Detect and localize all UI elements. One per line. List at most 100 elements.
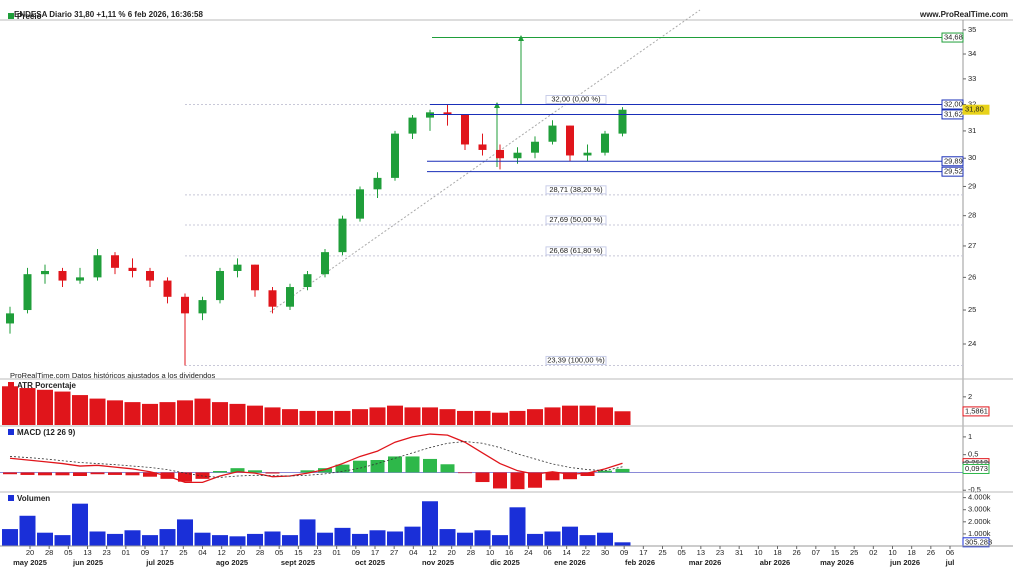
histogram-bar (265, 472, 280, 474)
y-tick-label: 1.000k (968, 529, 991, 538)
bar (509, 410, 526, 425)
x-month-label: oct 2025 (355, 558, 385, 567)
fibonacci-label: 32,00 (0,00 %) (551, 94, 601, 103)
x-day-label: 16 (505, 548, 513, 557)
y-tick-label: 26 (968, 272, 976, 281)
bar (474, 530, 491, 546)
bar (369, 407, 386, 425)
x-day-label: 09 (620, 548, 628, 557)
trendline (269, 9, 701, 313)
candle-body (146, 270, 154, 281)
panel-title: ATR Porcentaje (17, 381, 77, 390)
candle-body (496, 149, 504, 159)
fibonacci-label: 26,68 (61,80 %) (549, 246, 603, 255)
bar (54, 535, 71, 546)
x-day-label: 17 (639, 548, 647, 557)
level-tag (941, 156, 964, 167)
y-tick-label: 1 (968, 432, 972, 441)
bar (282, 409, 298, 425)
candle-body (443, 112, 452, 115)
histogram-bar (528, 472, 542, 488)
candle-body (513, 152, 522, 159)
candle-body (461, 114, 469, 145)
level-tag (962, 406, 990, 417)
panel-icon (8, 382, 14, 388)
candle-body (286, 287, 294, 307)
x-day-label: 12 (217, 548, 225, 557)
histogram-bar (108, 472, 122, 475)
histogram-bar (423, 458, 437, 473)
histogram-bar (563, 472, 577, 480)
y-tick-label: 28 (968, 211, 976, 220)
histogram-bar (335, 464, 350, 473)
bar (597, 532, 613, 546)
x-day-label: 28 (256, 548, 264, 557)
x-day-label: 01 (122, 548, 130, 557)
bar (457, 410, 473, 425)
panel-icon (8, 429, 14, 435)
y-tick-label: 29 (968, 181, 976, 190)
bar (247, 405, 263, 425)
y-tick-label: 34 (968, 49, 976, 58)
x-day-label: 06 (543, 548, 551, 557)
y-tick-label: 27 (968, 241, 976, 250)
bar (194, 532, 211, 546)
x-day-label: 28 (45, 548, 53, 557)
candle-body (181, 296, 189, 314)
level-tag (962, 537, 990, 548)
x-day-label: 24 (524, 548, 532, 557)
candle-body (531, 141, 539, 153)
y-tick-label: 24 (968, 339, 976, 348)
candle-body (268, 290, 277, 307)
bar (19, 515, 36, 546)
x-day-label: 17 (160, 548, 168, 557)
x-day-label: 10 (486, 548, 494, 557)
candle-body (76, 277, 84, 281)
histogram-bar (178, 472, 192, 482)
x-day-label: 13 (83, 548, 91, 557)
x-day-label: 07 (812, 548, 820, 557)
histogram-bar (248, 470, 262, 473)
bar (89, 398, 106, 425)
x-day-label: 14 (562, 548, 570, 557)
candle-body (58, 270, 67, 281)
x-month-label: mar 2026 (689, 558, 722, 567)
bar (212, 535, 228, 546)
y-tick-label: 35 (968, 25, 976, 34)
x-day-label: 18 (907, 548, 915, 557)
bar (387, 531, 403, 546)
instrument-header: ENDESA Diario 31,80 +1,11 % 6 feb 2026, … (14, 10, 203, 19)
x-day-label: 26 (792, 548, 800, 557)
histogram-bar (475, 472, 490, 483)
x-day-label: 05 (64, 548, 72, 557)
bar (474, 410, 491, 425)
x-day-label: 12 (428, 548, 436, 557)
level-tag (941, 99, 964, 110)
level-label: 29,52 (944, 167, 963, 176)
site-name: www.ProRealTime.com (919, 10, 1008, 19)
level-label: 1,5861 (965, 406, 988, 415)
histogram-bar (38, 472, 52, 476)
histogram-bar (125, 472, 140, 476)
candle-body (233, 264, 242, 271)
bar (404, 407, 421, 425)
bar (387, 405, 403, 425)
candle-body (303, 274, 312, 288)
y-tick-label: 32 (968, 99, 976, 108)
bar (159, 529, 176, 546)
bar (527, 533, 543, 546)
bar (334, 527, 351, 546)
bar (527, 409, 543, 425)
candle-body (373, 177, 382, 190)
x-month-label: abr 2026 (760, 558, 790, 567)
x-day-label: 05 (677, 548, 685, 557)
bar (562, 526, 578, 546)
histogram-bar (300, 470, 315, 473)
bar (229, 403, 246, 425)
bar (89, 531, 106, 546)
histogram-bar (73, 472, 87, 476)
bar (614, 411, 631, 425)
bar (124, 530, 141, 546)
histogram-bar (598, 470, 612, 473)
x-day-label: 20 (447, 548, 455, 557)
